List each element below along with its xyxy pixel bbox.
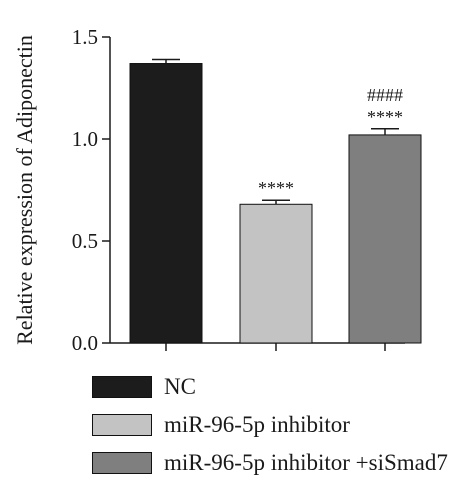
legend-swatch-nc [92, 376, 152, 398]
bar-0 [129, 63, 203, 344]
significance-label: #### [367, 85, 403, 105]
significance-label: **** [367, 107, 403, 127]
legend-label-inhibitor: miR-96-5p inhibitor [164, 412, 350, 437]
bar-2 [348, 134, 422, 344]
y-tick-label: 0.5 [72, 229, 98, 253]
bar-chart: Relative expression of Adiponectin 0.00.… [12, 25, 422, 355]
axes: 0.0 0.5 1.0 1.5 [72, 25, 405, 355]
legend-label-inhibitor-sismad7: miR-96-5p inhibitor +siSmad7 [164, 450, 448, 475]
legend-label-nc: NC [164, 374, 196, 399]
y-tick-label: 1.5 [72, 25, 98, 49]
y-axis-label: Relative expression of Adiponectin [12, 35, 37, 345]
y-tick-label: 0.0 [72, 331, 98, 355]
legend-swatch-inhibitor-sismad7 [92, 452, 152, 474]
bar-1 [239, 203, 313, 344]
bars: ****####**** [129, 58, 422, 344]
y-tick-label: 1.0 [72, 127, 98, 151]
significance-label: **** [258, 178, 294, 198]
legend-swatch-inhibitor [92, 414, 152, 436]
